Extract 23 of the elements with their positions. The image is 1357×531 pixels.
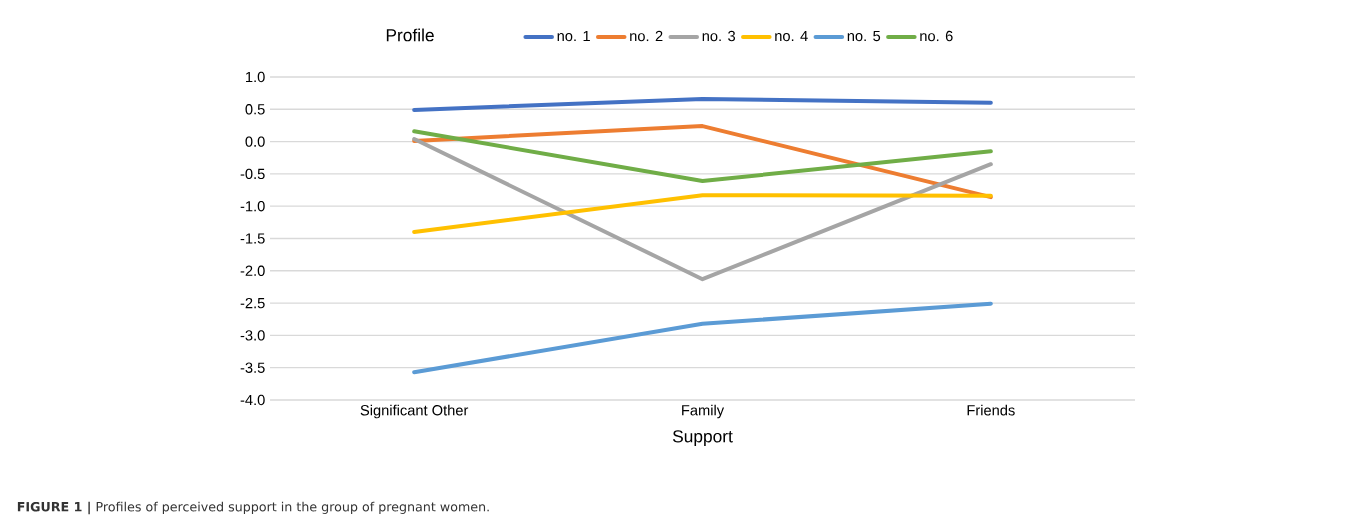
y-tick-label: -3.0 — [240, 330, 265, 341]
text: FIGURE 1 | Profiles of perceived support in the group of pregnant women. — [17, 501, 489, 515]
y-tick-label: -2.5 — [240, 297, 265, 309]
y-tick-label: -2.0 — [240, 265, 265, 276]
y-tick-label: 0.5 — [245, 104, 265, 115]
y-tick-label: -0.5 — [240, 168, 265, 180]
y-tick-label: -4.0 — [240, 394, 265, 406]
y-tick-label: -1.0 — [240, 201, 265, 212]
y-tick-label: -3.5 — [240, 362, 265, 373]
legend-label: no. 1 — [557, 30, 590, 42]
legend-label: no. 2 — [630, 30, 663, 42]
x-tick-label: Family — [682, 404, 725, 419]
x-axis-title: Support — [672, 430, 733, 446]
chart-title: Profile — [386, 28, 434, 42]
legend-label: no. 6 — [920, 30, 953, 42]
y-tick-label: 1.0 — [246, 71, 265, 83]
legend-label: no. 4 — [775, 30, 808, 42]
y-tick-label: 0.0 — [245, 136, 265, 147]
legend-label: no. 3 — [702, 30, 736, 42]
legend-label: no. 5 — [847, 30, 881, 42]
x-tick-label: Significant Other — [360, 404, 469, 419]
x-tick-label: Friends — [967, 404, 1015, 416]
y-tick-label: -1.5 — [240, 233, 265, 244]
